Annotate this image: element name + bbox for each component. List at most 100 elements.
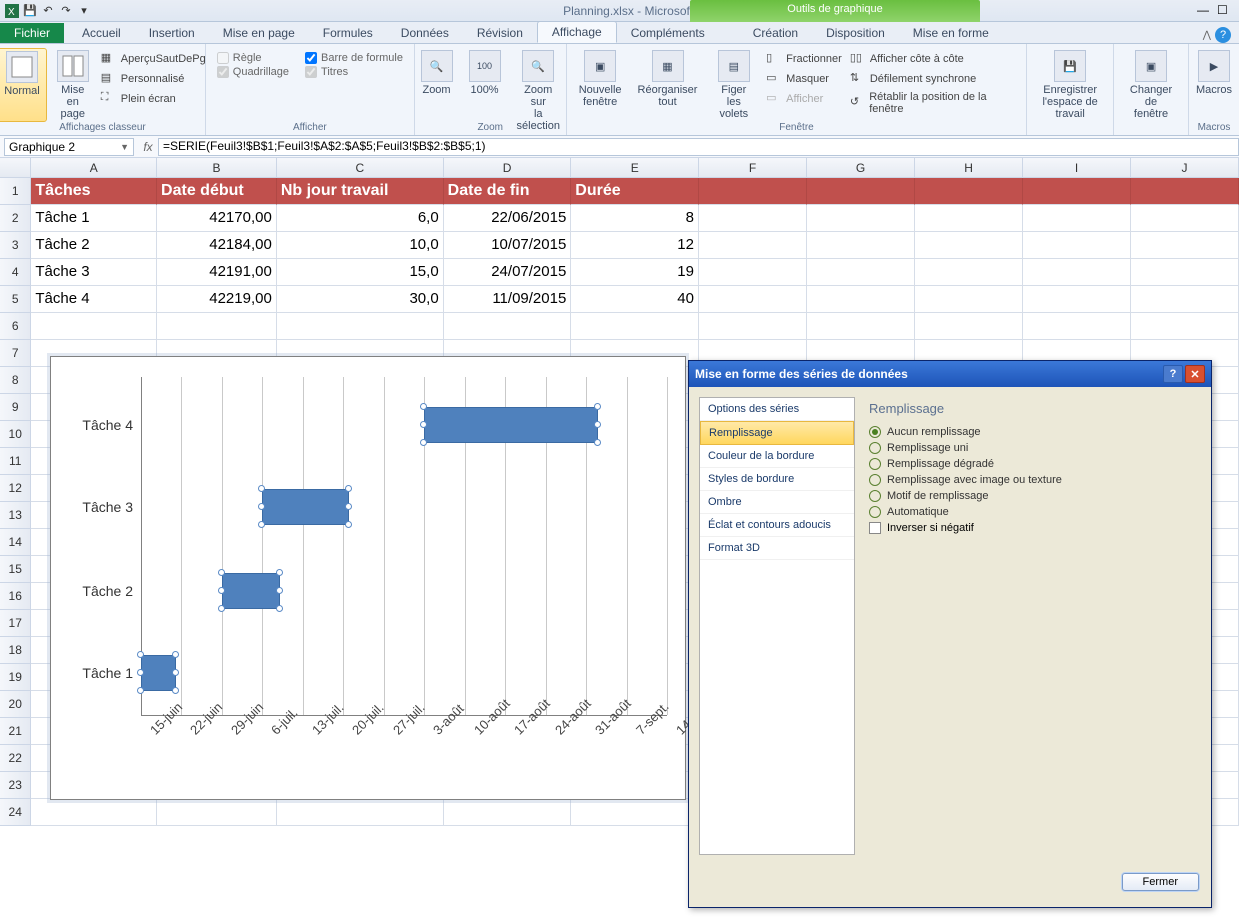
- cell[interactable]: 42184,00: [157, 232, 277, 259]
- row-header[interactable]: 13: [0, 502, 31, 529]
- redo-icon[interactable]: ↷: [58, 3, 74, 19]
- cell[interactable]: [1023, 178, 1131, 205]
- cell[interactable]: [31, 313, 157, 340]
- fullscreen-button[interactable]: ⛶Plein écran: [99, 90, 208, 108]
- tab-accueil[interactable]: Accueil: [68, 23, 135, 43]
- tab-creation[interactable]: Création: [739, 23, 812, 43]
- fill-option-radio[interactable]: Remplissage uni: [869, 442, 1187, 454]
- cell[interactable]: [699, 286, 807, 313]
- custom-views-button[interactable]: ▤Personnalisé: [99, 70, 208, 88]
- cell[interactable]: 42191,00: [157, 259, 277, 286]
- split-button[interactable]: ▯Fractionner: [764, 50, 844, 68]
- cell[interactable]: [571, 799, 699, 826]
- cell[interactable]: [444, 313, 572, 340]
- cell[interactable]: 19: [571, 259, 699, 286]
- column-header[interactable]: E: [571, 158, 699, 177]
- cell[interactable]: [915, 286, 1023, 313]
- cell[interactable]: Tâche 2: [31, 232, 157, 259]
- selection-handle[interactable]: [218, 569, 225, 576]
- row-header[interactable]: 22: [0, 745, 31, 772]
- cell[interactable]: [157, 799, 277, 826]
- cell[interactable]: [571, 313, 699, 340]
- row-header[interactable]: 3: [0, 232, 31, 259]
- selection-handle[interactable]: [420, 439, 427, 446]
- row-header[interactable]: 10: [0, 421, 31, 448]
- dialog-close-icon[interactable]: ✕: [1185, 365, 1205, 383]
- cell[interactable]: 22/06/2015: [444, 205, 572, 232]
- row-header[interactable]: 1: [0, 178, 31, 205]
- selection-handle[interactable]: [172, 669, 179, 676]
- cell[interactable]: 12: [571, 232, 699, 259]
- fill-option-radio[interactable]: Remplissage dégradé: [869, 458, 1187, 470]
- cell[interactable]: [1023, 313, 1131, 340]
- selection-handle[interactable]: [345, 485, 352, 492]
- cell[interactable]: [277, 313, 444, 340]
- cell[interactable]: [1023, 205, 1131, 232]
- cell[interactable]: 30,0: [277, 286, 444, 313]
- row-header[interactable]: 6: [0, 313, 31, 340]
- fill-option-radio[interactable]: Automatique: [869, 506, 1187, 518]
- cell[interactable]: [915, 205, 1023, 232]
- help-icon[interactable]: ?: [1215, 27, 1231, 43]
- selection-handle[interactable]: [276, 605, 283, 612]
- cell[interactable]: [807, 286, 915, 313]
- cell[interactable]: [1023, 259, 1131, 286]
- qat-dropdown-icon[interactable]: ▾: [76, 3, 92, 19]
- cell[interactable]: Tâche 3: [31, 259, 157, 286]
- freeze-panes-button[interactable]: ▤Figer les volets: [707, 48, 760, 122]
- cell[interactable]: [699, 259, 807, 286]
- chart-bar[interactable]: [262, 489, 349, 525]
- cell[interactable]: [31, 799, 157, 826]
- cell[interactable]: [699, 178, 807, 205]
- cell[interactable]: 11/09/2015: [444, 286, 572, 313]
- row-header[interactable]: 11: [0, 448, 31, 475]
- fx-icon[interactable]: fx: [138, 140, 158, 154]
- selection-handle[interactable]: [276, 569, 283, 576]
- page-break-preview-button[interactable]: ▦AperçuSautDePg: [99, 50, 208, 68]
- column-header[interactable]: H: [915, 158, 1023, 177]
- dialog-nav-item[interactable]: Remplissage: [700, 421, 854, 445]
- tab-formules[interactable]: Formules: [309, 23, 387, 43]
- dialog-nav-item[interactable]: Ombre: [700, 491, 854, 514]
- column-header[interactable]: F: [699, 158, 807, 177]
- dialog-help-icon[interactable]: ?: [1163, 365, 1183, 383]
- chart-bar[interactable]: [222, 573, 280, 609]
- row-header[interactable]: 8: [0, 367, 31, 394]
- cell[interactable]: 40: [571, 286, 699, 313]
- dialog-nav-item[interactable]: Éclat et contours adoucis: [700, 514, 854, 537]
- select-all-corner[interactable]: [0, 158, 31, 177]
- dialog-titlebar[interactable]: Mise en forme des séries de données ? ✕: [689, 361, 1211, 387]
- selection-handle[interactable]: [594, 439, 601, 446]
- chart-plot-area[interactable]: [141, 377, 667, 715]
- new-window-button[interactable]: ▣Nouvelle fenêtre: [573, 48, 628, 122]
- tab-mise-en-forme[interactable]: Mise en forme: [899, 23, 1003, 43]
- minimize-ribbon-icon[interactable]: ⋀: [1203, 30, 1211, 41]
- cell[interactable]: [699, 313, 807, 340]
- normal-view-button[interactable]: Normal: [0, 48, 47, 122]
- name-box[interactable]: Graphique 2▼: [4, 138, 134, 156]
- close-button[interactable]: Fermer: [1122, 873, 1199, 891]
- save-icon[interactable]: 💾: [22, 3, 38, 19]
- cell[interactable]: [277, 799, 444, 826]
- formula-bar-checkbox[interactable]: Barre de formule: [305, 52, 403, 64]
- column-header[interactable]: J: [1131, 158, 1239, 177]
- invert-if-negative-checkbox[interactable]: Inverser si négatif: [869, 522, 1187, 534]
- selection-handle[interactable]: [218, 587, 225, 594]
- cell[interactable]: [1131, 286, 1239, 313]
- selection-handle[interactable]: [594, 421, 601, 428]
- tab-donnees[interactable]: Données: [387, 23, 463, 43]
- namebox-dropdown-icon[interactable]: ▼: [120, 142, 129, 152]
- cell[interactable]: [444, 799, 572, 826]
- column-header[interactable]: C: [277, 158, 444, 177]
- cell[interactable]: [807, 259, 915, 286]
- column-header[interactable]: D: [444, 158, 572, 177]
- cell[interactable]: 24/07/2015: [444, 259, 572, 286]
- minimize-icon[interactable]: —: [1197, 3, 1215, 19]
- column-header[interactable]: G: [807, 158, 915, 177]
- cell[interactable]: 8: [571, 205, 699, 232]
- cell[interactable]: 6,0: [277, 205, 444, 232]
- row-header[interactable]: 24: [0, 799, 31, 826]
- cell[interactable]: [699, 232, 807, 259]
- tab-affichage[interactable]: Affichage: [537, 21, 617, 43]
- selection-handle[interactable]: [276, 587, 283, 594]
